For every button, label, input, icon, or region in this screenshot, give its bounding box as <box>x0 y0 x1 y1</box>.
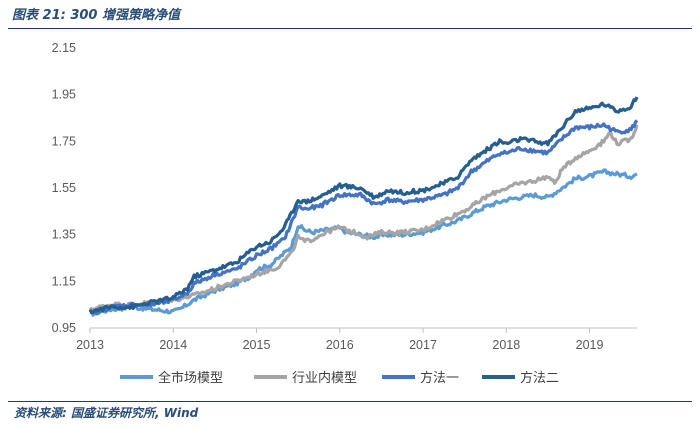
figure-title: 图表 21: 300 增强策略净值 <box>12 8 181 23</box>
y-tick-label: 0.95 <box>52 321 76 335</box>
series-lines <box>88 96 639 317</box>
y-tick-label: 1.15 <box>52 274 76 288</box>
y-tick-label: 1.55 <box>52 181 76 195</box>
y-axis: 0.95 1.15 1.35 1.55 1.75 1.95 2.15 <box>52 41 76 335</box>
series-line <box>89 119 639 316</box>
x-tick-label: 2018 <box>492 338 520 352</box>
x-tick-label: 2017 <box>409 338 437 352</box>
series-line <box>88 124 639 312</box>
y-tick-label: 1.95 <box>52 88 76 102</box>
y-tick-label: 2.15 <box>52 41 76 55</box>
source-note: 资料来源: 国盛证券研究所, Wind <box>14 406 199 420</box>
x-tick-label: 2019 <box>576 338 604 352</box>
legend-label: 方法二 <box>520 370 559 386</box>
x-tick-label: 2013 <box>76 338 104 352</box>
y-tick-label: 1.75 <box>52 134 76 148</box>
legend-label: 方法一 <box>420 370 459 386</box>
series-line <box>88 96 639 315</box>
title-rule <box>8 28 692 29</box>
legend-label: 行业内模型 <box>292 370 357 386</box>
legend: 全市场模型 行业内模型 方法一 方法二 <box>120 370 559 386</box>
legend-label: 全市场模型 <box>158 370 223 386</box>
x-tick-label: 2015 <box>243 338 271 352</box>
source-rule <box>8 401 692 402</box>
x-tick-label: 2016 <box>326 338 354 352</box>
y-tick-label: 1.35 <box>52 228 76 242</box>
x-axis: 2013 2014 2015 2016 2017 2018 2019 <box>76 327 637 352</box>
x-tick-label: 2014 <box>159 338 187 352</box>
